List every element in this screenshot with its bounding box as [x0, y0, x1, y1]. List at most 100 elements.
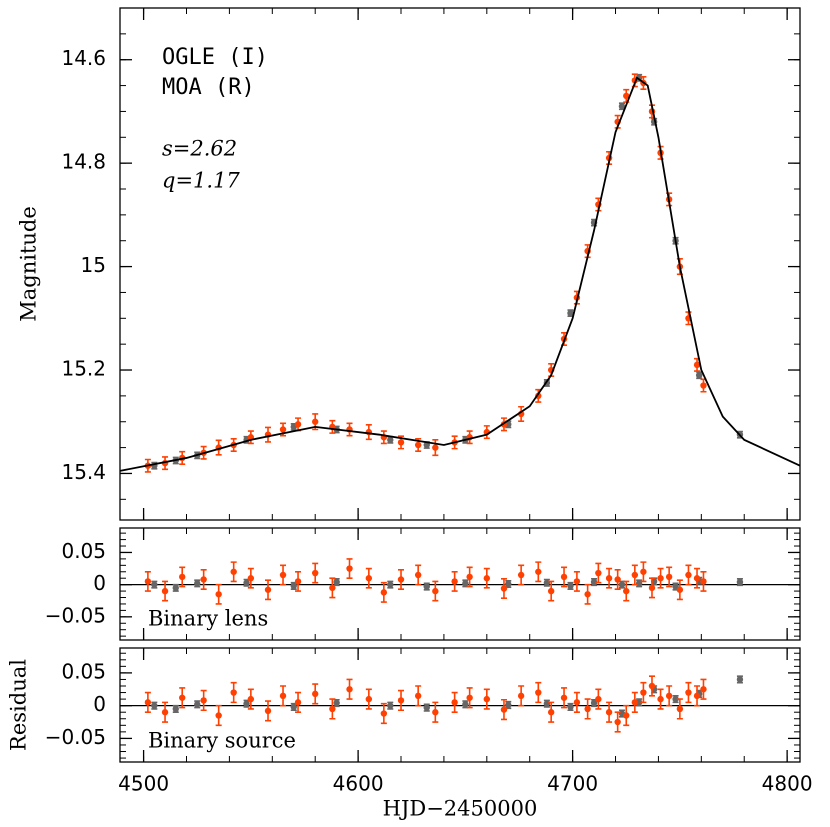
data-point [432, 587, 439, 595]
data-point [665, 573, 673, 581]
data-point [279, 571, 287, 579]
panel-label: Binary lens [148, 607, 268, 631]
data-point [365, 695, 373, 703]
data-point [247, 575, 255, 582]
data-point [387, 702, 394, 709]
data-point [161, 709, 169, 716]
data-point [397, 697, 405, 704]
data-point [584, 591, 591, 598]
data-point [151, 702, 158, 709]
data-point [200, 576, 207, 583]
model-curve [119, 76, 801, 472]
y-tick-label: −0.05 [45, 725, 106, 749]
y-tick-label: −0.05 [45, 603, 106, 627]
data-point [500, 585, 508, 592]
x-tick-label: 4800 [762, 772, 813, 796]
data-point [423, 583, 430, 590]
x-tick-label: 4700 [547, 772, 598, 796]
y-axis-label: Residual [7, 659, 31, 751]
data-point [535, 568, 542, 575]
data-point [312, 690, 319, 698]
data-point [736, 578, 744, 586]
data-point [333, 578, 340, 586]
y-axis-label: Magnitude [17, 206, 41, 322]
data-point [294, 421, 302, 428]
data-point [290, 582, 297, 590]
data-point [397, 439, 405, 446]
data-point [648, 682, 656, 690]
data-point [547, 587, 555, 595]
data-point [595, 569, 602, 577]
data-point [640, 689, 647, 696]
data-point [179, 694, 186, 701]
data-point [595, 695, 602, 703]
data-point [230, 689, 237, 696]
data-point [466, 694, 473, 701]
data-point [264, 707, 272, 715]
data-point [700, 578, 707, 585]
x-tick-label: 4500 [118, 772, 169, 796]
data-point [623, 587, 630, 595]
data-point [264, 586, 272, 593]
data-point [500, 706, 508, 713]
data-point [151, 581, 158, 588]
data-point [365, 575, 373, 582]
data-point [567, 309, 574, 317]
data-point [451, 699, 458, 706]
data-point [380, 710, 388, 717]
data-point [172, 584, 179, 592]
data-point [312, 418, 319, 425]
data-point [573, 578, 581, 585]
data-point [672, 695, 679, 703]
data-point [560, 573, 568, 581]
data-point [387, 581, 394, 588]
data-point [623, 92, 630, 100]
data-point [194, 701, 201, 708]
y-tick-label: 0 [93, 571, 106, 595]
data-point [243, 579, 250, 586]
data-point [535, 689, 542, 696]
data-point [640, 568, 647, 575]
data-point [614, 718, 621, 726]
data-point [397, 576, 405, 583]
data-point [631, 699, 639, 706]
data-point [517, 571, 525, 579]
data-point [505, 580, 512, 588]
data-point [614, 576, 621, 583]
data-point [462, 701, 469, 708]
data-point [290, 703, 297, 711]
data-point [584, 705, 591, 713]
data-point [736, 676, 744, 683]
data-point [279, 692, 287, 700]
y-tick-label: 15 [81, 253, 106, 277]
data-point [648, 584, 656, 592]
data-point [693, 575, 701, 582]
data-point [657, 575, 664, 582]
annotation: s=2.62 [162, 137, 237, 161]
data-point [665, 692, 673, 700]
data-point [543, 700, 551, 707]
data-point [483, 575, 491, 582]
data-point [547, 709, 555, 716]
data-point [676, 705, 684, 713]
data-point [215, 712, 222, 719]
data-point [676, 586, 684, 593]
data-point [618, 581, 626, 588]
data-point [329, 584, 336, 592]
data-point [279, 426, 287, 433]
data-point [179, 573, 186, 581]
data-point [333, 699, 340, 707]
y-tick-label: 15.2 [61, 357, 106, 381]
y-tick-label: 14.8 [61, 150, 106, 174]
data-point [144, 578, 152, 585]
data-point [346, 686, 353, 693]
data-point [200, 697, 207, 704]
x-axis-label: HJD−2450000 [383, 797, 538, 821]
data-point [432, 444, 439, 451]
data-point [685, 689, 692, 696]
x-tick-label: 4600 [333, 772, 384, 796]
legend-entry: OGLE (I) [162, 45, 268, 70]
data-point [432, 709, 439, 716]
panel-label: Binary source [148, 729, 296, 753]
data-point [693, 361, 701, 369]
